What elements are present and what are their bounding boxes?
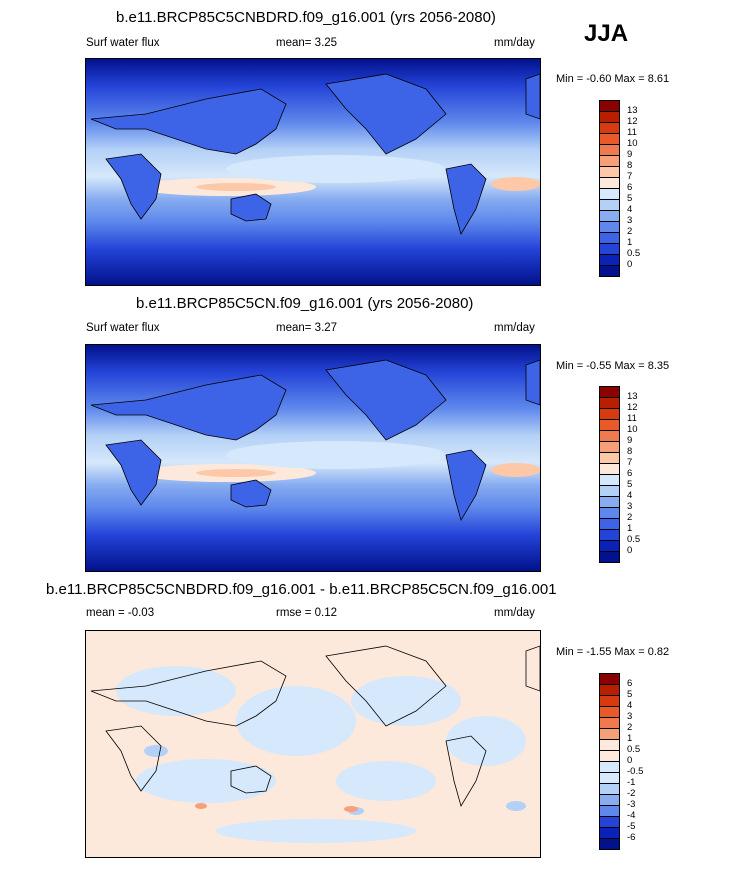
colorbar-1-label: 2: [627, 226, 633, 237]
colorbar-1-label: 8: [627, 160, 633, 171]
colorbar-1-label: 0.5: [627, 248, 641, 259]
panel-1-colorbar: 13 12 11 10 9 8 7 6 5 4 3 2 1 0.5 0: [599, 100, 659, 280]
colorbar-2-label: 3: [627, 501, 633, 512]
colorbar-2-label: 0.5: [627, 534, 641, 545]
panel-2-minmax: Min = -0.55 Max = 8.35: [556, 360, 670, 372]
colorbar-2-label: 4: [627, 490, 633, 501]
colorbar-1-label: 5: [627, 193, 633, 204]
colorbar-1-label: 13: [627, 105, 638, 116]
colorbar-2-label: 6: [627, 468, 633, 479]
panel-1-title: b.e11.BRCP85C5CNBDRD.f09_g16.001 (yrs 20…: [116, 9, 496, 26]
colorbar-1-label: 11: [627, 127, 637, 138]
panel-3-map-graphic: [86, 631, 540, 857]
panel-2-map-graphic: [86, 345, 540, 571]
colorbar-2-label: 12: [627, 402, 638, 413]
panel-1-map-graphic: [86, 59, 540, 285]
colorbar-3-label: 4: [627, 700, 633, 711]
colorbar-1-swatch: [599, 265, 620, 277]
panel-2-colorbar: 13 12 11 10 9 8 7 6 5 4 3 2 1 0.5 0: [599, 386, 659, 566]
panel-3-minmax: Min = -1.55 Max = 0.82: [556, 646, 670, 658]
colorbar-3-label: 3: [627, 711, 633, 722]
colorbar-1-label: 10: [627, 138, 638, 149]
colorbar-3-label: -2: [627, 788, 636, 799]
panel-1-mean: mean= 3.25: [276, 37, 338, 49]
panel-2-map: [85, 344, 541, 572]
colorbar-2-label: 13: [627, 391, 638, 402]
colorbar-3-label: 2: [627, 722, 633, 733]
panel-2-title: b.e11.BRCP85C5CN.f09_g16.001 (yrs 2056-2…: [136, 295, 474, 312]
panel-3-map: [85, 630, 541, 858]
panel-3-rmse: rmse = 0.12: [276, 607, 338, 619]
panel-1-minmax: Min = -0.60 Max = 8.61: [556, 73, 670, 85]
colorbar-3-label: -5: [627, 821, 636, 832]
colorbar-3-label: 0.5: [627, 744, 641, 755]
colorbar-3-swatch: [599, 838, 620, 850]
colorbar-2-label: 8: [627, 446, 633, 457]
colorbar-2-label: 1: [627, 523, 633, 534]
colorbar-1-label: 9: [627, 149, 633, 160]
colorbar-2-label: 0: [627, 545, 633, 556]
colorbar-1-label: 0: [627, 259, 633, 270]
colorbar-3-label: -1: [627, 777, 636, 788]
colorbar-3-label: -3: [627, 799, 636, 810]
panel-3-units: mm/day: [494, 607, 535, 619]
panel-2-variable-label: Surf water flux: [86, 322, 160, 334]
colorbar-3-label: -0.5: [627, 766, 644, 777]
panel-1-variable-label: Surf water flux: [86, 37, 160, 49]
panel-1-map: [85, 58, 541, 286]
panel-3-title: b.e11.BRCP85C5CNBDRD.f09_g16.001 - b.e11…: [46, 581, 557, 598]
colorbar-3-label: 6: [627, 678, 633, 689]
season-label: JJA: [584, 20, 629, 47]
panel-2-mean: mean= 3.27: [276, 322, 338, 334]
colorbar-2-label: 11: [627, 413, 637, 424]
colorbar-2-label: 2: [627, 512, 633, 523]
colorbar-1-label: 4: [627, 204, 633, 215]
colorbar-2-label: 7: [627, 457, 633, 468]
colorbar-3-label: -4: [627, 810, 636, 821]
colorbar-1-label: 3: [627, 215, 633, 226]
colorbar-1-label: 6: [627, 182, 633, 193]
panel-3-mean: mean = -0.03: [86, 607, 155, 619]
colorbar-3-label: 5: [627, 689, 633, 700]
colorbar-2-swatch: [599, 551, 620, 563]
colorbar-2-label: 10: [627, 424, 638, 435]
colorbar-2-label: 9: [627, 435, 633, 446]
panel-1-units: mm/day: [494, 37, 535, 49]
colorbar-2-label: 5: [627, 479, 633, 490]
colorbar-3-label: -6: [627, 832, 636, 843]
colorbar-1-label: 12: [627, 116, 638, 127]
colorbar-3-label: 0: [627, 755, 633, 766]
colorbar-3-label: 1: [627, 733, 633, 744]
panel-3-colorbar: 6 5 4 3 2 1 0.5 0 -0.5 -1 -2 -3 -4 -5 -6: [599, 673, 659, 853]
panel-2-units: mm/day: [494, 322, 535, 334]
colorbar-1-label: 1: [627, 237, 633, 248]
colorbar-1-label: 7: [627, 171, 633, 182]
